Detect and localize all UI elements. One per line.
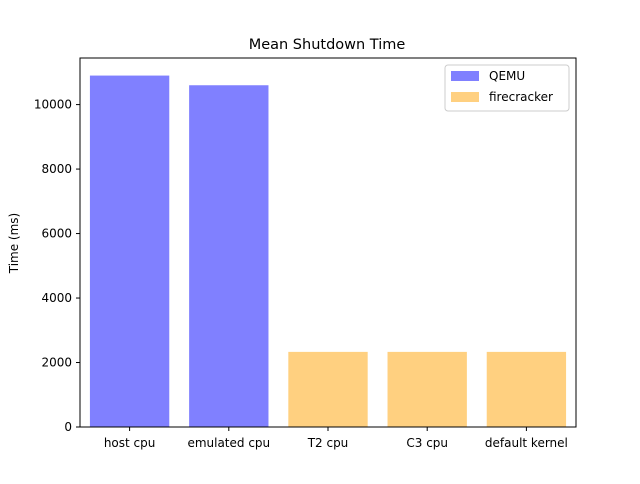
y-tick-label-5: 8000: [41, 162, 72, 176]
x-tick-label-3: T2 cpu: [307, 436, 349, 450]
x-tick-label-4: C3 cpu: [406, 436, 448, 450]
bar-1-1: [89, 75, 170, 428]
x-tick-label-5: default kernel: [485, 436, 568, 450]
bars-layer: [89, 75, 567, 428]
plot-frame: [79, 57, 577, 428]
y-tick-label-2: 2000: [41, 356, 72, 370]
x-tick-label-1: host cpu: [104, 436, 156, 450]
x-ticks-layer: host cpu emulated cpu T2 cpu C3 cpu default …: [104, 427, 568, 450]
bar-2-3: [288, 351, 368, 427]
y-ticks-layer: 0 2000 4000 6000 8000 10000: [34, 98, 80, 434]
x-tick-label-2: emulated cpu: [187, 436, 270, 450]
legend-swatch-2: [451, 92, 479, 102]
legend-label-2: firecracker: [489, 90, 553, 104]
bar-2-5: [486, 351, 567, 427]
y-tick-label-6: 10000: [34, 98, 72, 112]
legend-swatch-1: [451, 71, 479, 81]
y-tick-label-4: 6000: [41, 227, 72, 241]
y-tick-label-1: 0: [64, 420, 72, 434]
y-axis-label: Time (ms): [7, 213, 21, 275]
y-tick-label-3: 4000: [41, 291, 72, 305]
legend-label-1: QEMU: [489, 69, 525, 83]
bar-1-2: [189, 85, 269, 427]
chart-title: Mean Shutdown Time: [249, 37, 406, 53]
legend: QEMU firecracker: [444, 64, 570, 112]
bar-2-4: [387, 351, 467, 427]
